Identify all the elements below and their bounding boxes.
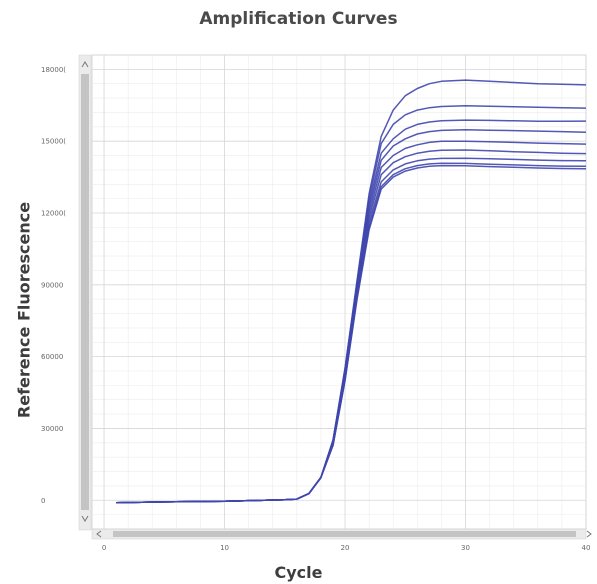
x-tick-label: 30 — [461, 544, 470, 552]
y-tick-label: 0 — [41, 497, 45, 505]
series-lines — [116, 79, 587, 504]
vertical-scrollbar-thumb[interactable] — [81, 74, 89, 510]
grid-lines — [92, 55, 587, 529]
tick-labels: 0 10 20 30 40 0 30000 60000 90000 12000( 15000( 180… — [41, 66, 590, 552]
amplification-curve-9 — [116, 164, 587, 504]
y-tick-label: 30000 — [41, 425, 63, 433]
scroll-right-arrow-icon[interactable] — [586, 530, 592, 538]
horizontal-scrollbar-thumb[interactable] — [113, 531, 576, 537]
plot-area — [91, 54, 587, 530]
scroll-down-arrow-icon[interactable] — [81, 515, 89, 522]
y-tick-label: 12000( — [41, 210, 66, 218]
x-tick-label: 10 — [220, 544, 229, 552]
x-tick-label: 0 — [102, 544, 106, 552]
y-tick-label: 18000( — [41, 66, 66, 74]
x-axis-label: Cycle — [274, 563, 323, 582]
x-tick-label: 40 — [582, 544, 591, 552]
x-tick-label: 20 — [341, 544, 350, 552]
scroll-up-arrow-icon[interactable] — [81, 61, 89, 68]
y-tick-label: 90000 — [41, 281, 63, 289]
scroll-left-arrow-icon[interactable] — [96, 530, 102, 538]
chart-title: Amplification Curves — [199, 9, 398, 29]
y-tick-label: 15000( — [41, 138, 66, 146]
y-tick-label: 60000 — [41, 353, 63, 361]
